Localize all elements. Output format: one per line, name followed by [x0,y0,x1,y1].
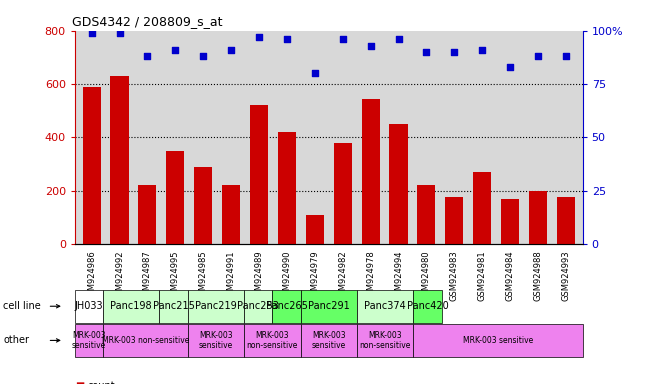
Text: Panc420: Panc420 [407,301,449,311]
Bar [166,151,184,244]
Point [310,70,320,76]
Bar [501,199,519,244]
Point [421,49,432,55]
Bar [473,172,492,244]
Point [115,30,125,36]
Point [561,53,571,60]
Text: Panc253: Panc253 [238,301,279,311]
Bar [417,185,436,244]
Text: GDS4342 / 208809_s_at: GDS4342 / 208809_s_at [72,15,223,28]
Text: Panc374: Panc374 [365,301,406,311]
Point [254,34,264,40]
Bar [557,197,575,244]
Point [226,47,236,53]
Bar [222,185,240,244]
Text: Panc215: Panc215 [153,301,195,311]
Text: Panc291: Panc291 [308,301,350,311]
Text: count: count [88,381,115,384]
Text: MRK-003
non-sensitive: MRK-003 non-sensitive [247,331,298,350]
Bar [333,142,352,244]
Point [87,30,97,36]
Text: MRK-003 non-sensitive: MRK-003 non-sensitive [102,336,189,345]
Text: Panc265: Panc265 [266,301,307,311]
Bar [529,190,547,244]
Bar [111,76,128,244]
Text: other: other [3,335,29,346]
Text: ■: ■ [75,381,84,384]
Text: Panc198: Panc198 [111,301,152,311]
Bar [278,132,296,244]
Bar [194,167,212,244]
Text: MRK-003
sensitive: MRK-003 sensitive [72,331,106,350]
Text: MRK-003
non-sensitive: MRK-003 non-sensitive [359,331,411,350]
Point [282,36,292,42]
Bar [361,99,380,244]
Point [142,53,152,60]
Text: cell line: cell line [3,301,41,311]
Point [533,53,543,60]
Text: MRK-003
sensitive: MRK-003 sensitive [199,331,233,350]
Point [365,43,376,49]
Point [198,53,208,60]
Point [449,49,460,55]
Bar [389,124,408,244]
Point [393,36,404,42]
Bar [306,215,324,244]
Text: MRK-003
sensitive: MRK-003 sensitive [312,331,346,350]
Bar [139,185,156,244]
Point [505,64,516,70]
Point [337,36,348,42]
Text: MRK-003 sensitive: MRK-003 sensitive [463,336,533,345]
Bar [83,87,101,244]
Bar [445,197,464,244]
Text: Panc219: Panc219 [195,301,237,311]
Point [170,47,180,53]
Point [477,47,488,53]
Bar [250,105,268,244]
Text: JH033: JH033 [75,301,104,311]
